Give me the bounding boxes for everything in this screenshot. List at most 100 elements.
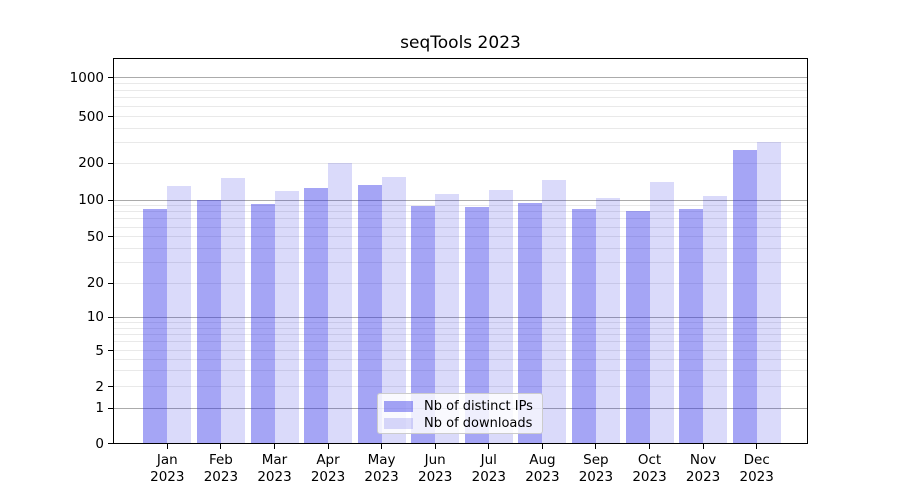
x-tick-mark <box>649 444 650 449</box>
y-tick-mark <box>108 199 113 201</box>
legend-item-distinct-ips: Nb of distinct IPs <box>384 398 542 415</box>
y-tick-label: 10 <box>86 309 104 326</box>
bar-distinct-ips-apr <box>304 188 328 444</box>
chart-title: seqTools 2023 <box>400 33 521 53</box>
y-gridline-minor <box>114 205 807 207</box>
bar-downloads-jan <box>167 186 192 444</box>
x-tick-label: Jun 2023 <box>405 452 465 486</box>
x-tick-month: Jul <box>480 452 497 468</box>
bar-distinct-ips-dec <box>732 150 757 444</box>
y-tick-label: 1000 <box>69 69 104 86</box>
x-tick-month: Apr <box>316 452 340 468</box>
y-tick-mark <box>108 443 113 444</box>
bar-distinct-ips-nov <box>679 208 704 444</box>
y-gridline-minor <box>114 247 807 249</box>
y-tick-mark <box>108 236 113 238</box>
x-tick-year: 2023 <box>310 469 346 485</box>
y-gridline-minor <box>114 350 807 352</box>
x-tick-label: Dec 2023 <box>727 452 787 486</box>
y-gridline-minor <box>114 341 807 343</box>
y-gridline-minor <box>114 116 807 118</box>
y-tick-mark <box>108 162 113 164</box>
y-gridline-minor <box>114 218 807 220</box>
y-tick-label: 100 <box>78 192 104 208</box>
bar-distinct-ips-oct <box>625 210 650 444</box>
x-tick-label: Jan 2023 <box>137 452 197 486</box>
x-tick-mark <box>488 444 490 449</box>
x-tick-year: 2023 <box>739 469 774 485</box>
x-tick-label: May 2023 <box>352 452 412 486</box>
x-tick-label: Apr 2023 <box>298 452 358 486</box>
legend-label-distinct-ips: Nb of distinct IPs <box>424 399 533 414</box>
y-gridline-minor <box>114 321 807 323</box>
x-tick-month: Jun <box>424 452 446 468</box>
x-tick-label: Aug 2023 <box>512 452 572 486</box>
x-tick-label: Oct 2023 <box>620 452 680 486</box>
y-gridline-minor <box>114 105 807 107</box>
x-tick-mark <box>166 444 168 449</box>
y-gridline-major <box>114 77 807 79</box>
x-tick-year: 2023 <box>203 469 239 485</box>
y-tick-mark <box>108 282 113 284</box>
x-tick-mark <box>756 444 758 449</box>
x-tick-month: Nov <box>689 452 717 468</box>
y-gridline-minor <box>114 127 807 129</box>
bar-distinct-ips-mar <box>250 204 275 444</box>
y-gridline-minor <box>114 359 807 360</box>
y-gridline-minor <box>114 282 807 284</box>
y-gridline-minor <box>114 334 807 335</box>
y-tick-mark <box>108 350 113 352</box>
legend-swatch-downloads <box>384 418 413 429</box>
y-tick-mark <box>108 316 113 318</box>
x-tick-year: 2023 <box>525 469 560 485</box>
x-tick-year: 2023 <box>418 469 453 485</box>
y-gridline-minor <box>114 162 807 164</box>
y-tick-label: 50 <box>86 228 104 245</box>
x-tick-mark <box>595 444 597 449</box>
y-gridline-minor <box>114 83 807 85</box>
y-gridline-minor <box>114 262 807 264</box>
bar-downloads-apr <box>328 162 352 444</box>
x-tick-mark <box>541 444 543 449</box>
y-gridline-minor <box>114 386 807 388</box>
y-tick-label: 1 <box>95 400 104 417</box>
y-gridline-minor <box>114 97 807 99</box>
x-tick-mark <box>327 444 329 449</box>
x-tick-year: 2023 <box>578 469 614 485</box>
bar-downloads-nov <box>703 195 728 444</box>
x-tick-month: Aug <box>529 452 556 468</box>
x-tick-label: Nov 2023 <box>673 452 733 486</box>
y-gridline-major <box>114 199 807 201</box>
x-tick-year: 2023 <box>150 469 185 485</box>
y-tick-label: 20 <box>86 275 104 292</box>
y-gridline-minor <box>114 327 807 329</box>
y-gridline-minor <box>114 142 807 144</box>
x-tick-month: Jan <box>156 452 178 468</box>
y-tick-mark <box>108 407 113 409</box>
x-tick-mark <box>220 444 222 449</box>
legend-item-downloads: Nb of downloads <box>384 415 542 432</box>
x-tick-label: Jul 2023 <box>459 452 519 486</box>
y-tick-label: 500 <box>78 108 104 125</box>
y-gridline-minor <box>114 370 807 372</box>
y-gridline-minor <box>114 226 807 228</box>
y-tick-label: 5 <box>95 342 104 359</box>
x-tick-year: 2023 <box>632 469 667 485</box>
legend-swatch-distinct-ips <box>384 401 413 412</box>
y-tick-label: 0 <box>95 435 104 452</box>
x-tick-month: Dec <box>743 452 770 468</box>
x-tick-mark <box>381 444 383 449</box>
x-tick-year: 2023 <box>471 469 506 485</box>
bar-distinct-ips-jan <box>143 208 168 444</box>
x-tick-year: 2023 <box>257 469 292 485</box>
x-tick-month: Oct <box>637 452 662 468</box>
y-tick-label: 200 <box>78 155 104 172</box>
bar-downloads-oct <box>649 181 674 444</box>
x-tick-year: 2023 <box>685 469 721 485</box>
x-tick-label: Feb 2023 <box>191 452 251 486</box>
x-tick-month: Sep <box>583 452 609 468</box>
bar-distinct-ips-feb <box>196 200 221 444</box>
x-tick-mark <box>274 444 275 449</box>
x-tick-label: Mar 2023 <box>245 452 305 486</box>
y-tick-mark <box>108 386 113 388</box>
